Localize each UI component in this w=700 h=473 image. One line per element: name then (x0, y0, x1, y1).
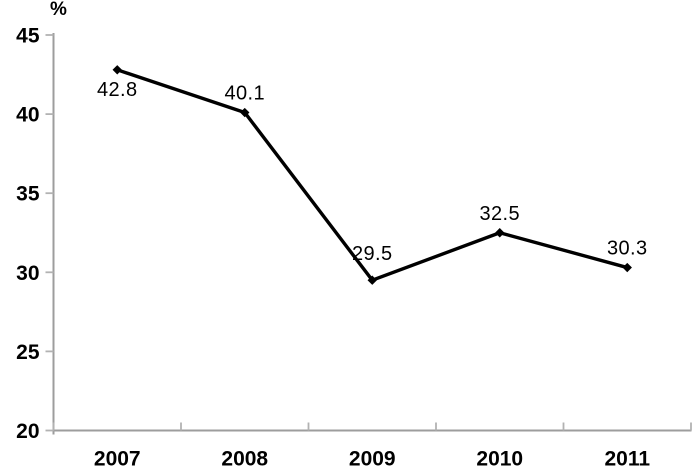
data-point-label: 29.5 (352, 243, 393, 265)
data-point-marker (240, 107, 250, 118)
y-axis-unit-label: % (50, 0, 67, 20)
data-point-marker (367, 275, 377, 285)
y-axis-tick-label: 40 (16, 104, 39, 127)
data-point-label: 40.1 (224, 83, 265, 105)
data-point-marker (112, 65, 122, 75)
y-axis-tick-label: 45 (16, 25, 40, 48)
x-axis-tick-label: 2008 (221, 448, 268, 471)
data-point-marker (495, 228, 505, 238)
data-point-label: 32.5 (479, 203, 520, 225)
x-axis-tick-label: 2010 (476, 448, 523, 471)
x-axis-tick-label: 2007 (94, 448, 141, 471)
data-point-marker (622, 262, 632, 273)
y-axis-tick-label: 25 (16, 341, 40, 364)
data-point-label: 42.8 (97, 79, 138, 101)
y-axis-tick-label: 30 (16, 262, 39, 285)
x-axis-tick-label: 2011 (604, 448, 650, 471)
x-axis-tick-label: 2009 (349, 448, 396, 471)
y-axis-tick-label: 35 (16, 183, 40, 206)
y-axis-tick-label: 20 (16, 420, 39, 443)
data-point-label: 30.3 (607, 238, 648, 260)
